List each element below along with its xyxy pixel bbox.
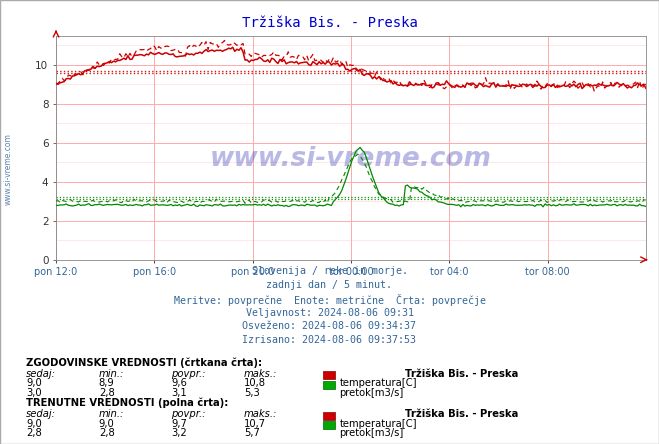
Text: min.:: min.: <box>99 409 125 419</box>
Text: povpr.:: povpr.: <box>171 369 206 379</box>
Text: 8,9: 8,9 <box>99 378 115 388</box>
Text: temperatura[C]: temperatura[C] <box>339 419 417 429</box>
Text: 2,8: 2,8 <box>99 388 115 398</box>
Text: Osveženo: 2024-08-06 09:34:37: Osveženo: 2024-08-06 09:34:37 <box>243 321 416 332</box>
Text: 3,1: 3,1 <box>171 388 187 398</box>
Text: Tržiška Bis. - Preska: Tržiška Bis. - Preska <box>405 409 519 419</box>
Text: Slovenija / reke in morje.: Slovenija / reke in morje. <box>252 266 407 277</box>
Text: www.si-vreme.com: www.si-vreme.com <box>210 146 492 172</box>
Text: Tržiška Bis. - Preska: Tržiška Bis. - Preska <box>242 16 417 30</box>
Text: 9,0: 9,0 <box>26 378 42 388</box>
Text: maks.:: maks.: <box>244 369 277 379</box>
Text: temperatura[C]: temperatura[C] <box>339 378 417 388</box>
Text: ZGODOVINSKE VREDNOSTI (črtkana črta):: ZGODOVINSKE VREDNOSTI (črtkana črta): <box>26 357 262 368</box>
Text: 2,8: 2,8 <box>26 428 42 439</box>
Text: 9,7: 9,7 <box>171 419 187 429</box>
Text: 10,7: 10,7 <box>244 419 266 429</box>
Text: povpr.:: povpr.: <box>171 409 206 419</box>
Text: 2,8: 2,8 <box>99 428 115 439</box>
Text: 9,6: 9,6 <box>171 378 187 388</box>
Text: 9,0: 9,0 <box>26 419 42 429</box>
Text: sedaj:: sedaj: <box>26 369 57 379</box>
Text: 9,0: 9,0 <box>99 419 115 429</box>
Text: maks.:: maks.: <box>244 409 277 419</box>
Text: 3,0: 3,0 <box>26 388 42 398</box>
Text: 5,7: 5,7 <box>244 428 260 439</box>
Text: 3,2: 3,2 <box>171 428 187 439</box>
Text: Tržiška Bis. - Preska: Tržiška Bis. - Preska <box>405 369 519 379</box>
Text: min.:: min.: <box>99 369 125 379</box>
Text: 10,8: 10,8 <box>244 378 266 388</box>
Text: TRENUTNE VREDNOSTI (polna črta):: TRENUTNE VREDNOSTI (polna črta): <box>26 398 229 408</box>
Text: zadnji dan / 5 minut.: zadnji dan / 5 minut. <box>266 280 393 290</box>
Text: pretok[m3/s]: pretok[m3/s] <box>339 388 403 398</box>
Text: www.si-vreme.com: www.si-vreme.com <box>4 133 13 205</box>
Text: Izrisano: 2024-08-06 09:37:53: Izrisano: 2024-08-06 09:37:53 <box>243 335 416 345</box>
Text: Meritve: povprečne  Enote: metrične  Črta: povprečje: Meritve: povprečne Enote: metrične Črta:… <box>173 294 486 306</box>
Text: Veljavnost: 2024-08-06 09:31: Veljavnost: 2024-08-06 09:31 <box>246 308 413 318</box>
Text: pretok[m3/s]: pretok[m3/s] <box>339 428 403 439</box>
Text: sedaj:: sedaj: <box>26 409 57 419</box>
Text: 5,3: 5,3 <box>244 388 260 398</box>
